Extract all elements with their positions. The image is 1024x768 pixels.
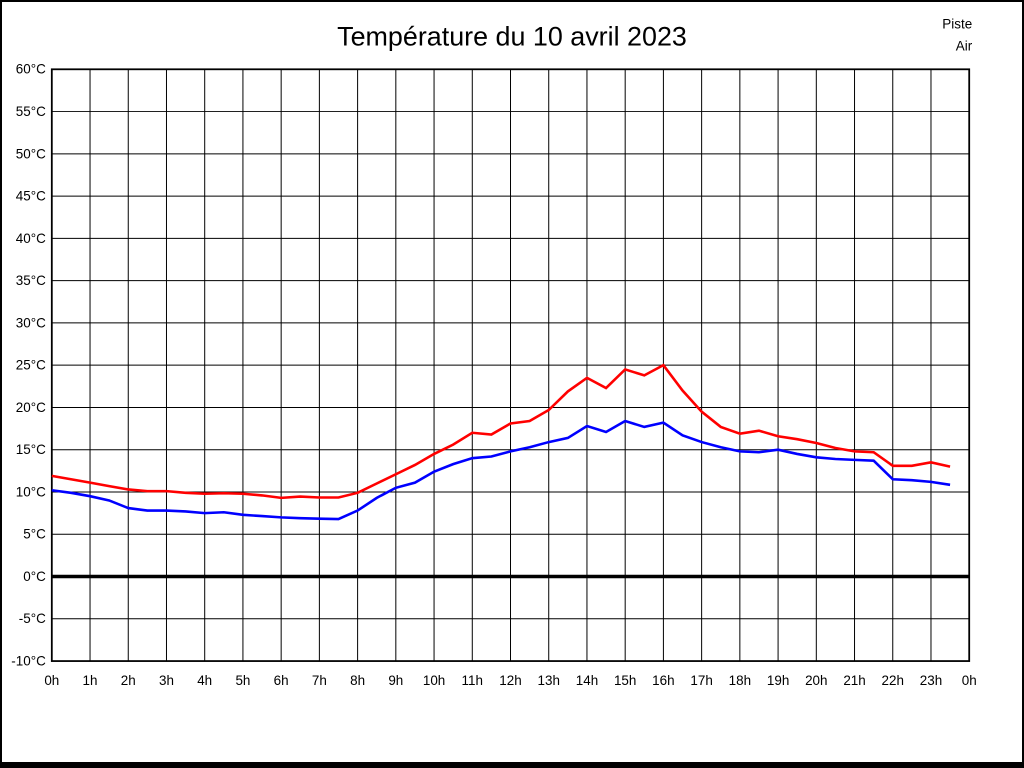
grid-layer <box>50 68 971 662</box>
x-axis-tick-label: 5h <box>235 673 250 688</box>
x-axis-tick-label: 21h <box>843 673 865 688</box>
y-axis-tick-label: 0°C <box>23 569 46 584</box>
x-axis-tick-label: 15h <box>614 673 636 688</box>
x-axis-tick-label: 23h <box>920 673 942 688</box>
x-axis-tick-label: 19h <box>767 673 789 688</box>
x-axis-tick-label: 1h <box>83 673 98 688</box>
x-axis-tick-label: 11h <box>462 673 483 688</box>
series-air-line <box>51 419 951 521</box>
series-piste-line <box>51 363 951 500</box>
legend-air-label: Air <box>956 39 973 54</box>
x-axis-tick-label: 12h <box>499 673 521 688</box>
y-axis-tick-label: 40°C <box>16 231 46 246</box>
y-axis-tick-label: 50°C <box>16 146 46 161</box>
y-axis-tick-label: 30°C <box>16 315 46 330</box>
x-axis-tick-label: 9h <box>388 673 403 688</box>
y-axis-tick-label: 15°C <box>16 442 46 457</box>
series-layer <box>51 363 951 521</box>
legend-piste-label: Piste <box>942 17 972 32</box>
y-axis-tick-label: 55°C <box>16 104 46 119</box>
y-axis-tick-label: 5°C <box>23 527 46 542</box>
y-axis-tick-label: 45°C <box>16 189 46 204</box>
y-axis-tick-label: -10°C <box>11 654 46 669</box>
x-axis-tick-label: 2h <box>121 673 136 688</box>
x-axis-tick-label: 4h <box>197 673 212 688</box>
x-axis-tick-label: 18h <box>729 673 751 688</box>
x-axis-tick-label: 13h <box>538 673 560 688</box>
x-axis-tick-label: 16h <box>652 673 674 688</box>
x-axis-tick-label: 0h <box>44 673 59 688</box>
x-axis-tick-label: 17h <box>690 673 712 688</box>
x-axis-tick-label: 10h <box>423 673 445 688</box>
chart-title: Température du 10 avril 2023 <box>337 22 687 52</box>
y-axis-tick-label: 10°C <box>16 484 46 499</box>
y-axis-tick-label: -5°C <box>19 611 46 626</box>
x-axis-tick-label: 3h <box>159 673 174 688</box>
x-axis-tick-label: 8h <box>350 673 365 688</box>
x-axis-tick-label: 20h <box>805 673 827 688</box>
plot-border <box>50 68 971 662</box>
y-axis-tick-label: 60°C <box>16 62 46 77</box>
axis-ticks-layer: 60°C 55°C 50°C 45°C 40°C 35°C 30°C 25°C 20°C 15°C… <box>11 62 976 688</box>
y-axis-tick-label: 20°C <box>16 400 46 415</box>
y-axis-tick-label: 25°C <box>16 358 46 373</box>
x-axis-tick-label: 0h <box>962 673 977 688</box>
x-axis-tick-label: 6h <box>274 673 289 688</box>
x-axis-tick-label: 14h <box>576 673 598 688</box>
x-axis-tick-label: 7h <box>312 673 327 688</box>
x-axis-tick-label: 22h <box>882 673 904 688</box>
y-axis-tick-label: 35°C <box>16 273 46 288</box>
